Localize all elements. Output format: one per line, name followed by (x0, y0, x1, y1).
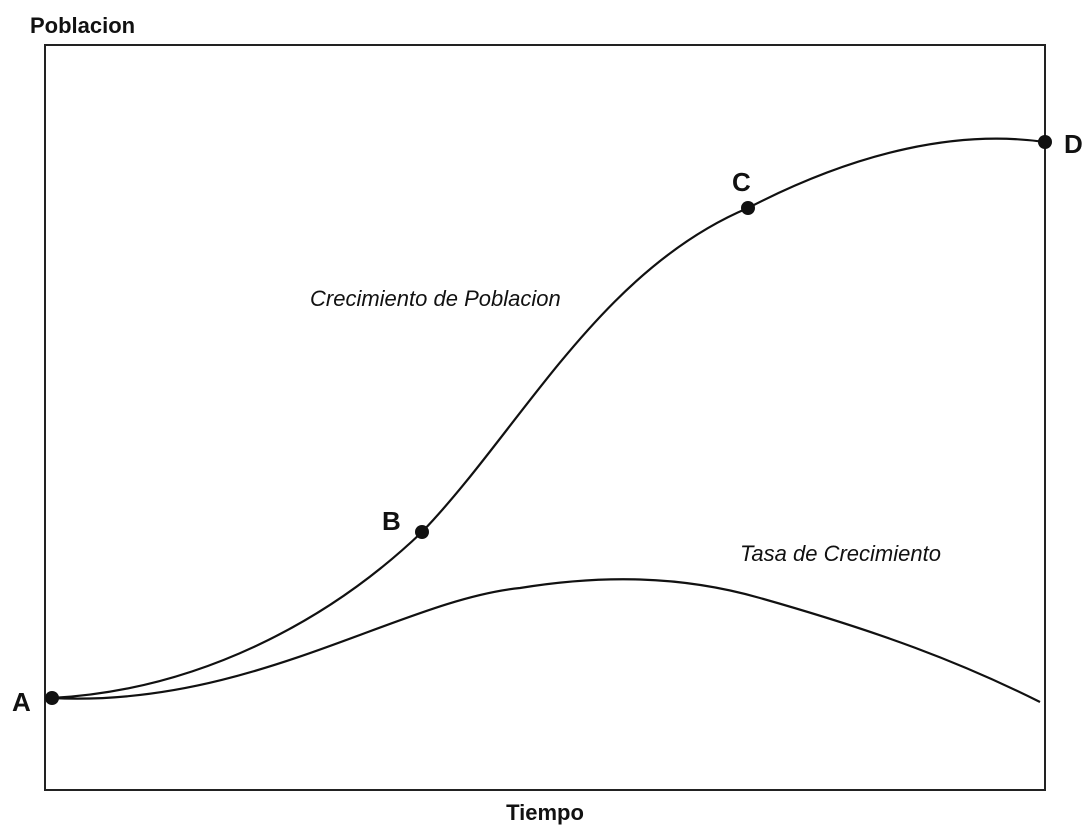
point (45, 691, 59, 705)
point (1038, 135, 1052, 149)
frame (44, 44, 1046, 791)
point-label: B (382, 506, 401, 536)
point (741, 201, 755, 215)
point-label: C (732, 167, 751, 197)
curve-label: Tasa de Crecimiento (740, 541, 941, 566)
x-axis-label: Tiempo (506, 800, 584, 825)
point-label: A (12, 687, 31, 717)
curve-label: Crecimiento de Poblacion (310, 286, 561, 311)
point-label: D (1064, 129, 1083, 159)
y-axis-label: Poblacion (30, 13, 135, 38)
growth-rate-curve (51, 578, 1041, 703)
population-curve (51, 137, 1046, 700)
point (415, 525, 429, 539)
